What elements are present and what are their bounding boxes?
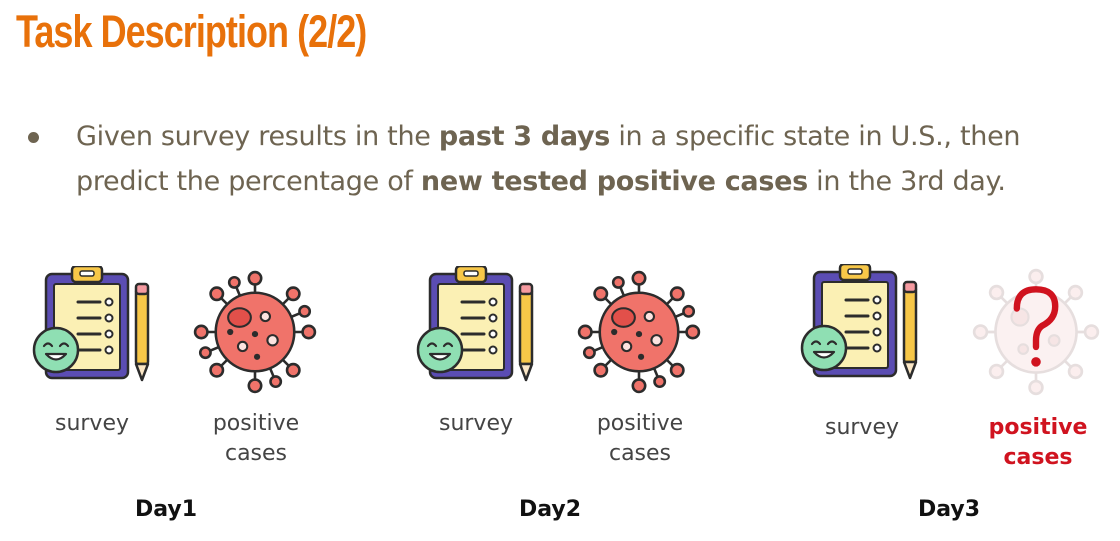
bullet-text: Given survey results in the past 3 days … xyxy=(76,114,1106,204)
positive-cases-label-line-2: cases xyxy=(608,441,672,466)
positive-cases-label-line-1: positive xyxy=(212,411,300,436)
bullet-text-part-3: in the 3rd day. xyxy=(807,166,1006,197)
virus-icon xyxy=(193,270,317,394)
survey-label: survey xyxy=(438,411,514,436)
bullet-emphasis-positive-cases: new tested positive cases xyxy=(420,166,808,197)
survey-label: survey xyxy=(54,411,130,436)
bullet-icon xyxy=(28,132,39,143)
positive-cases-label-line-2: cases xyxy=(1003,445,1073,470)
survey-label: survey xyxy=(824,415,900,440)
positive-cases-label-line-1: positive xyxy=(596,411,684,436)
bullet-emphasis-past-days: past 3 days xyxy=(438,121,611,152)
bullet-text-part-2: in a specific state in U.S., then predic… xyxy=(76,121,1021,197)
survey-clipboard-icon xyxy=(800,264,918,380)
day-label: Day3 xyxy=(917,497,981,522)
day-label: Day2 xyxy=(518,497,582,522)
positive-cases-label: positive cases xyxy=(976,413,1100,473)
bullet-text-part-1: Given survey results in the xyxy=(76,121,439,152)
survey-clipboard-icon xyxy=(416,266,534,382)
survey-clipboard-icon xyxy=(32,266,150,382)
positive-cases-label: positive cases xyxy=(196,409,316,469)
slide-title: Task Description (2/2) xyxy=(16,6,367,57)
day-label: Day1 xyxy=(134,497,198,522)
unknown-virus-icon xyxy=(972,268,1100,396)
positive-cases-label-line-1: positive xyxy=(988,415,1088,440)
virus-icon xyxy=(577,270,701,394)
positive-cases-label: positive cases xyxy=(580,409,700,469)
positive-cases-label-line-2: cases xyxy=(224,441,288,466)
